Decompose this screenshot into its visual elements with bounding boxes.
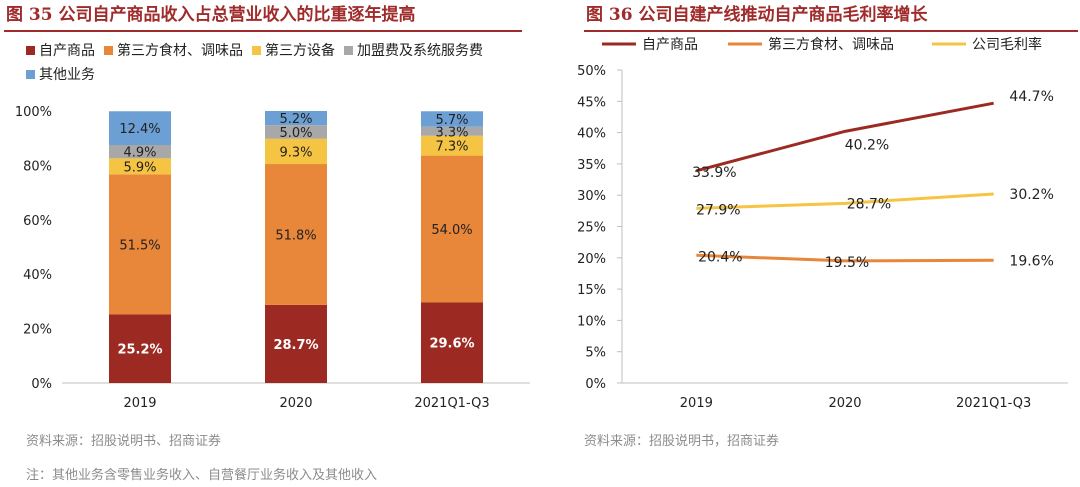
data-label: 9.3%	[279, 145, 312, 160]
data-label: 7.3%	[435, 140, 468, 155]
y-tick-label: 80%	[23, 159, 52, 174]
data-label: 28.7%	[847, 196, 891, 212]
bar-segment-3	[109, 145, 171, 159]
y-tick-label: 20%	[23, 323, 52, 338]
series-line-1	[696, 253, 994, 263]
data-label: 5.7%	[435, 113, 468, 128]
bar-segment-3	[421, 126, 483, 136]
bar-segment-2	[265, 138, 327, 165]
data-label: 29.6%	[429, 337, 474, 352]
bar-segment-1	[265, 164, 327, 305]
legend-swatch-4	[26, 70, 35, 79]
y-tick-label: 20%	[577, 252, 606, 267]
data-label: 27.9%	[696, 202, 740, 218]
y-tick-label: 15%	[577, 283, 606, 298]
bar-segment-4	[265, 111, 327, 126]
legend-label-1: 第三方食材、调味品	[117, 42, 243, 59]
legend-label-2: 第三方设备	[265, 42, 335, 59]
legend-swatch-0	[26, 46, 35, 55]
y-tick-label: 0%	[31, 377, 52, 392]
legend-swatch-1	[104, 46, 113, 55]
legend-label-0: 自产商品	[642, 37, 698, 53]
data-label: 12.4%	[119, 122, 160, 137]
figure35-note: 注：其他业务含零售业务收入、自营餐厅业务收入及其他收入	[26, 468, 378, 483]
data-label: 54.0%	[431, 223, 472, 238]
bar-segment-2	[421, 135, 483, 156]
data-label: 51.8%	[275, 228, 316, 243]
data-label: 25.2%	[117, 343, 162, 358]
data-label: 5.2%	[279, 112, 312, 127]
legend-label-0: 自产商品	[39, 43, 95, 59]
y-tick-label: 30%	[577, 189, 606, 204]
legend-label-4: 其他业务	[39, 67, 95, 83]
legend-swatch-3	[344, 46, 353, 55]
x-tick-label: 2019	[680, 396, 713, 411]
bar-segment-2	[109, 158, 171, 175]
bar-segment-0	[109, 314, 171, 383]
bar-segment-1	[109, 174, 171, 315]
y-tick-label: 60%	[23, 214, 52, 229]
x-tick-label: 2019	[123, 396, 156, 411]
data-label: 51.5%	[119, 238, 160, 253]
data-label: 5.9%	[123, 160, 156, 175]
x-tick-label: 2020	[279, 396, 312, 411]
data-label: 28.7%	[273, 338, 318, 353]
data-label: 33.9%	[692, 165, 736, 181]
series-line-2	[696, 192, 994, 210]
y-tick-label: 5%	[585, 346, 606, 361]
x-tick-label: 2021Q1-Q3	[956, 396, 1031, 411]
y-tick-label: 35%	[577, 158, 606, 173]
data-label: 4.9%	[123, 146, 156, 161]
data-label: 19.6%	[1009, 253, 1053, 269]
bar-segment-4	[109, 111, 171, 145]
figure36-source: 资料来源：招股说明书，招商证券	[584, 434, 780, 449]
figure36-title-rule	[584, 30, 1078, 32]
line-chart: 自产商品 第三方食材、调味品 公司毛利率 0% 5% 10% 15% 20% 25% 30% 35%…	[577, 36, 1068, 411]
y-tick-label: 100%	[15, 105, 52, 120]
x-tick-label: 2021Q1-Q3	[414, 396, 489, 411]
bar-segment-0	[265, 304, 327, 383]
legend-label-3: 加盟费及系统服务费	[357, 43, 483, 59]
legend-label-1: 第三方食材、调味品	[768, 36, 894, 53]
y-tick-label: 40%	[23, 268, 52, 283]
data-label: 5.0%	[279, 126, 312, 141]
data-label: 40.2%	[845, 137, 889, 153]
y-tick-label: 10%	[577, 314, 606, 329]
y-tick-label: 25%	[577, 221, 606, 236]
data-label: 19.5%	[825, 255, 869, 271]
figure36-title: 图 36 公司自建产线推动自产商品毛利率增长	[586, 5, 928, 25]
figure35-source: 资料来源：招股说明书、招商证券	[26, 434, 222, 449]
figure35-title: 图 35 公司自产商品收入占总营业收入的比重逐年提高	[6, 5, 416, 25]
data-label: 3.3%	[435, 125, 468, 140]
bar-segment-3	[265, 125, 327, 139]
bar-segment-0	[421, 302, 483, 383]
x-tick-label: 2020	[828, 396, 861, 411]
data-label: 20.4%	[698, 249, 742, 265]
bar-segment-1	[421, 155, 483, 303]
y-tick-label: 40%	[577, 127, 606, 142]
y-tick-label: 45%	[577, 95, 606, 110]
legend-swatch-2	[252, 46, 261, 55]
series-line-0	[695, 101, 994, 173]
figure35-title-rule	[4, 30, 522, 32]
data-label: 30.2%	[1009, 187, 1053, 203]
legend-label-2: 公司毛利率	[972, 36, 1042, 53]
y-tick-label: 0%	[585, 377, 606, 392]
bar-segment-4	[421, 111, 483, 127]
data-label: 44.7%	[1009, 89, 1053, 105]
y-tick-label: 50%	[577, 64, 606, 79]
